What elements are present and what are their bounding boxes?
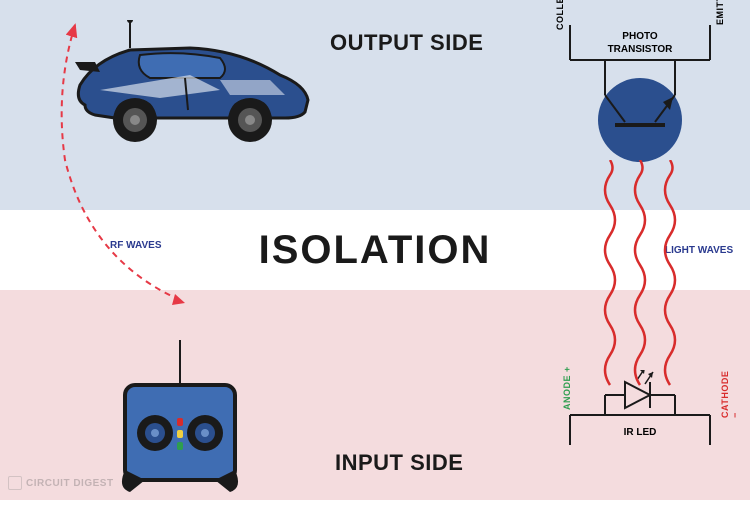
watermark-logo-icon — [8, 476, 22, 490]
output-side-title: OUTPUT SIDE — [330, 30, 483, 56]
watermark-text: CIRCUIT DIGEST — [26, 478, 114, 489]
photo-transistor-icon — [555, 20, 725, 170]
watermark: CIRCUIT DIGEST — [8, 476, 114, 490]
remote-control-icon — [115, 340, 245, 470]
isolation-title: ISOLATION — [259, 228, 492, 273]
rf-waves-path — [35, 10, 215, 310]
light-waves-path — [590, 160, 690, 390]
input-side-title: INPUT SIDE — [335, 450, 463, 476]
